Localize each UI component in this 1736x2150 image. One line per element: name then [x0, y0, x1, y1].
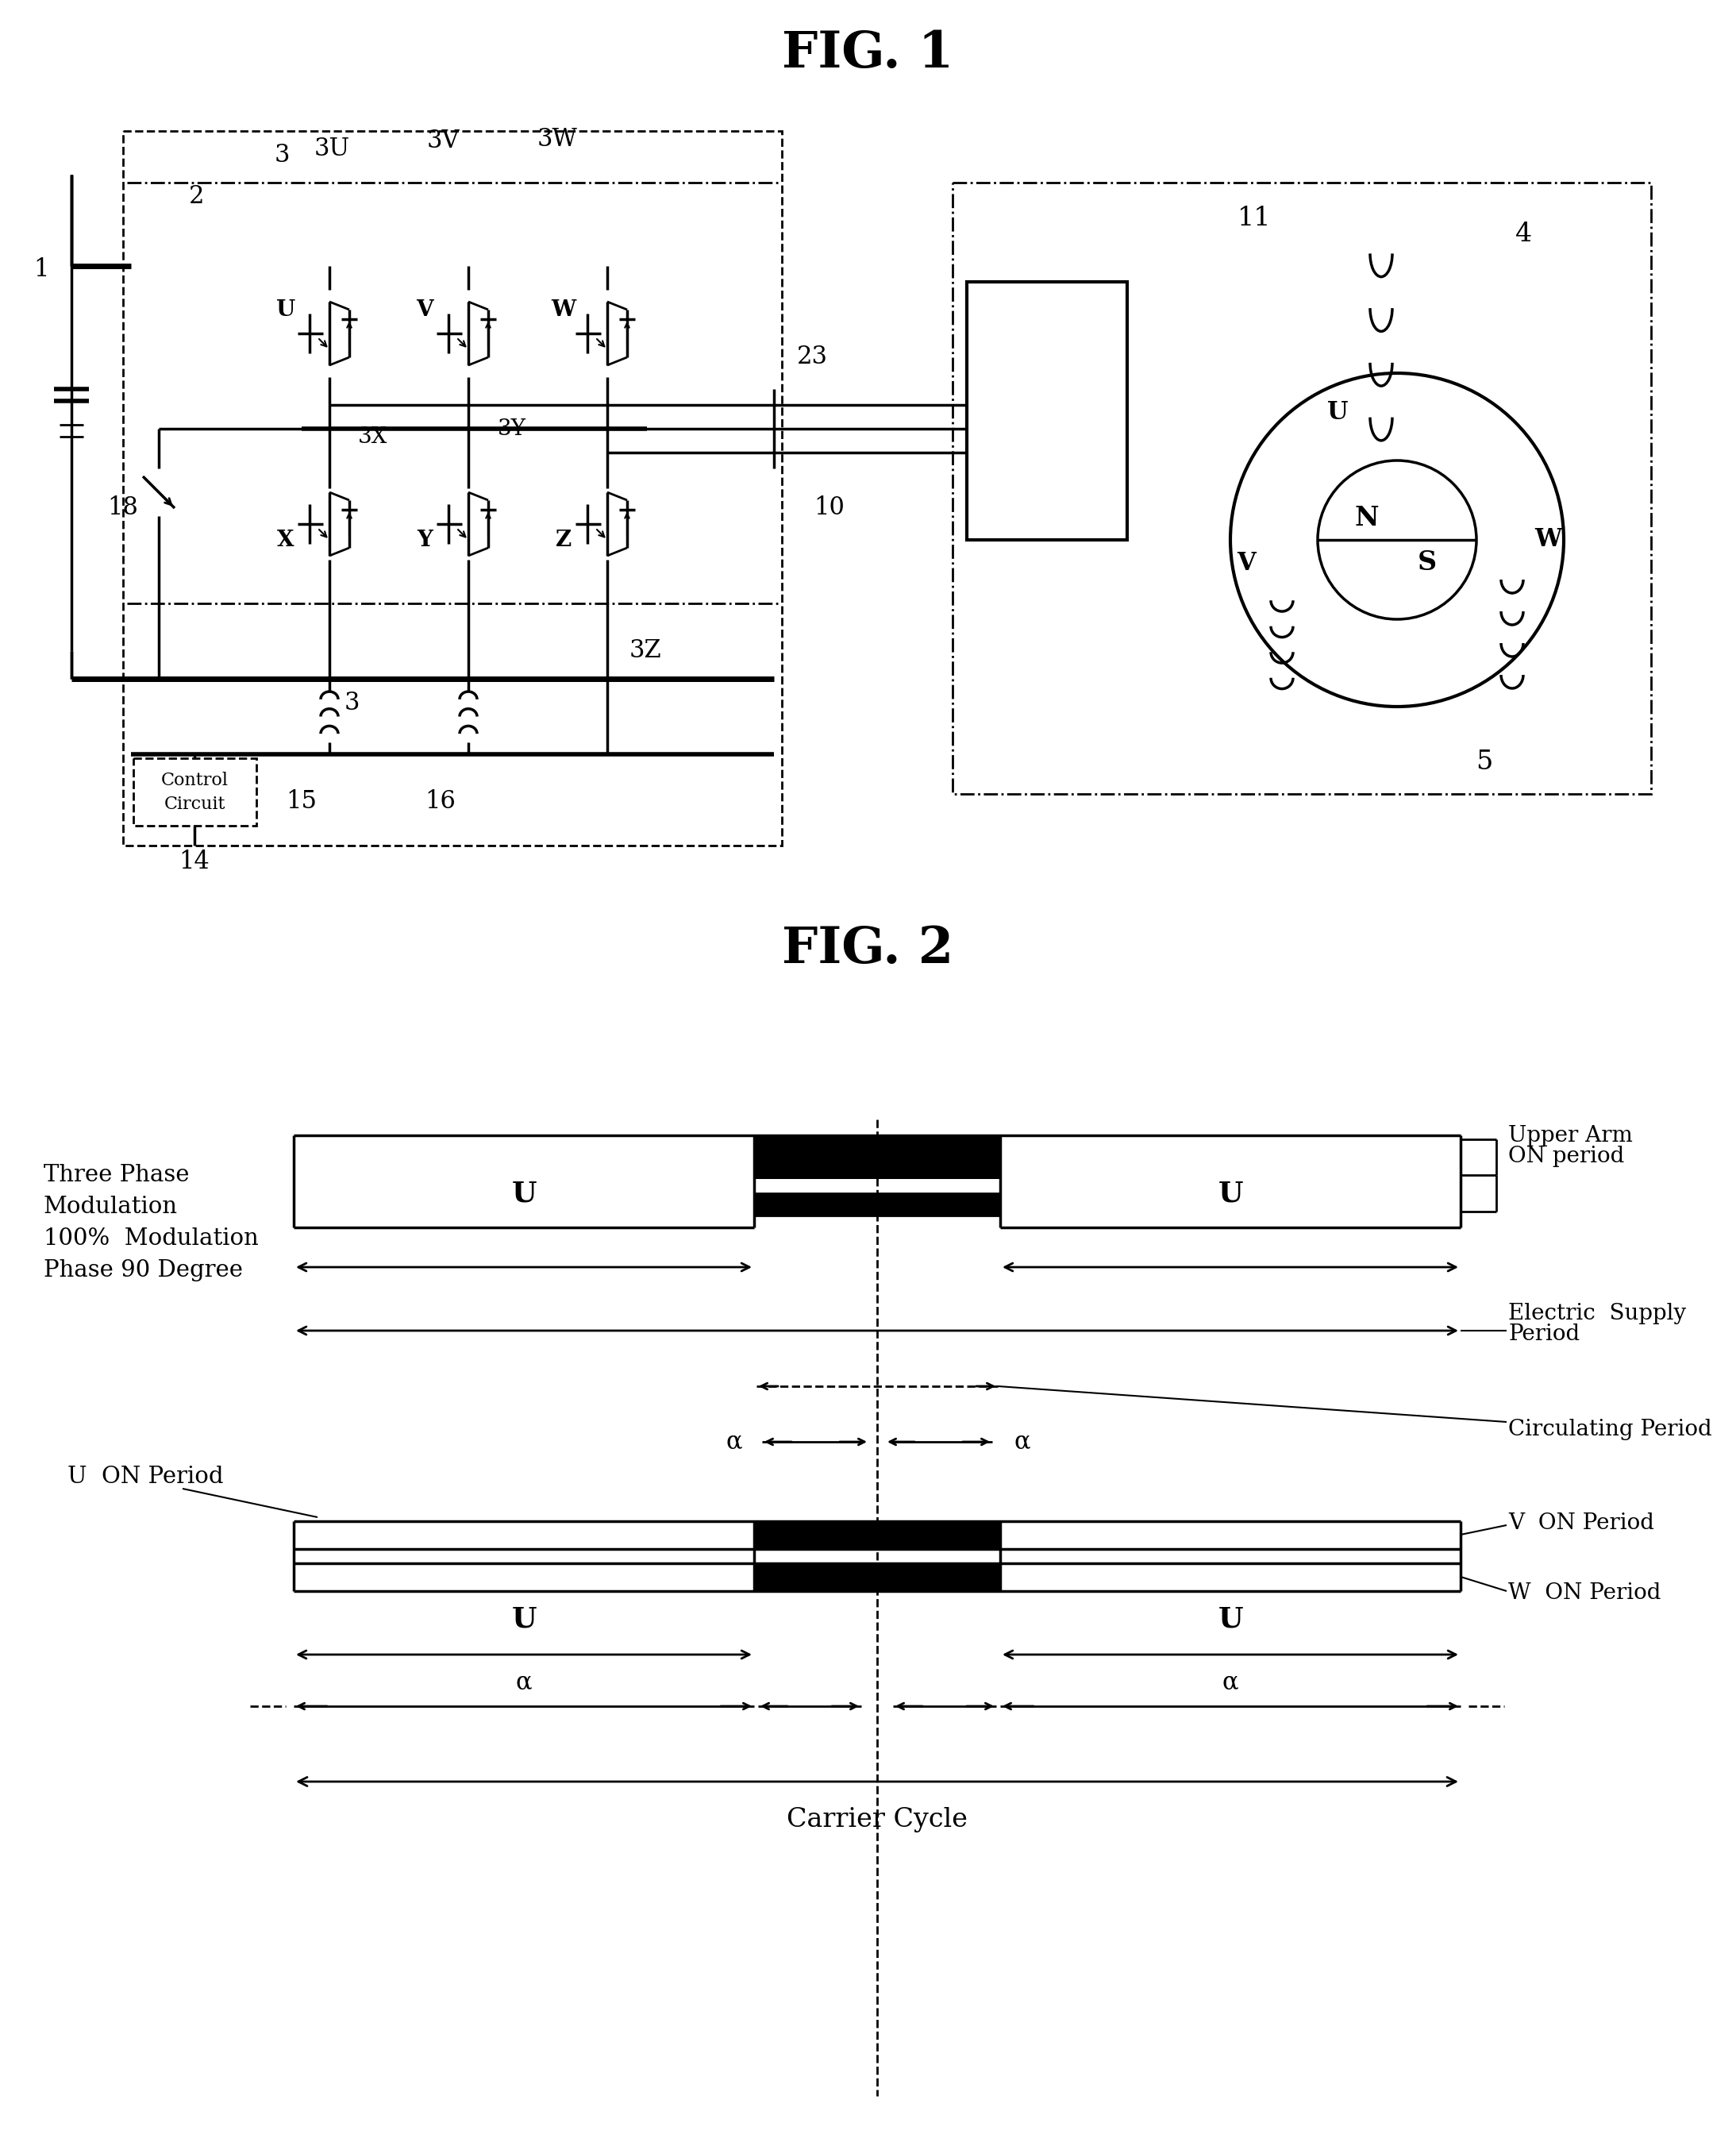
- Text: α: α: [726, 1430, 743, 1453]
- Text: 3: 3: [344, 690, 359, 716]
- Text: 2: 2: [189, 185, 205, 209]
- Bar: [753, 1522, 1000, 1548]
- Text: Three Phase: Three Phase: [43, 1163, 189, 1187]
- Text: 100%  Modulation: 100% Modulation: [43, 1228, 259, 1249]
- Text: α: α: [1222, 1671, 1238, 1694]
- Bar: [753, 1178, 1000, 1193]
- Text: Control: Control: [161, 772, 227, 789]
- Bar: [753, 1563, 1000, 1591]
- Text: Modulation: Modulation: [43, 1195, 177, 1217]
- Bar: [967, 282, 1127, 540]
- Text: W: W: [552, 299, 576, 320]
- Text: S: S: [1418, 548, 1437, 576]
- Text: 3Z: 3Z: [628, 639, 661, 664]
- Text: 5: 5: [1476, 750, 1493, 774]
- Text: Circuit: Circuit: [163, 796, 226, 813]
- Text: U: U: [1326, 400, 1349, 426]
- Text: W: W: [1535, 527, 1561, 553]
- Text: 10: 10: [814, 497, 845, 520]
- Text: U: U: [512, 1180, 536, 1206]
- Text: Electric  Supply: Electric Supply: [1509, 1303, 1686, 1324]
- Text: 16: 16: [425, 789, 457, 815]
- Bar: [753, 1135, 1000, 1178]
- Text: 3W: 3W: [536, 127, 578, 150]
- Bar: [753, 1193, 1000, 1215]
- Text: U: U: [512, 1606, 536, 1632]
- Text: V: V: [417, 299, 434, 320]
- Text: V: V: [1236, 550, 1255, 576]
- Text: 11: 11: [1238, 206, 1271, 230]
- Text: Z: Z: [556, 529, 571, 550]
- Bar: [123, 131, 781, 845]
- Bar: [953, 183, 1651, 793]
- Text: Carrier Cycle: Carrier Cycle: [786, 1806, 967, 1832]
- Text: ON period: ON period: [1509, 1146, 1625, 1167]
- Text: Phase 90 Degree: Phase 90 Degree: [43, 1260, 243, 1281]
- Text: Circulating Period: Circulating Period: [1509, 1419, 1712, 1440]
- Text: Period: Period: [1509, 1324, 1580, 1346]
- Text: 15: 15: [286, 789, 318, 815]
- Text: FIG. 2: FIG. 2: [781, 925, 953, 974]
- Text: 1: 1: [33, 258, 49, 282]
- Text: 3: 3: [274, 142, 290, 168]
- Text: U: U: [1219, 1180, 1243, 1206]
- Text: U  ON Period: U ON Period: [68, 1466, 224, 1488]
- Text: 3V: 3V: [427, 129, 460, 153]
- Text: 3X: 3X: [358, 426, 387, 447]
- Text: X: X: [278, 529, 295, 550]
- Text: U: U: [276, 299, 295, 320]
- Bar: [134, 759, 257, 826]
- Bar: [753, 1548, 1000, 1563]
- Text: 3U: 3U: [314, 138, 349, 161]
- Text: 14: 14: [179, 849, 210, 873]
- Text: Y: Y: [417, 529, 432, 550]
- Text: α: α: [1014, 1430, 1031, 1453]
- Text: U: U: [1219, 1606, 1243, 1632]
- Text: 4: 4: [1516, 221, 1533, 247]
- Text: 3Y: 3Y: [498, 417, 526, 439]
- Text: FIG. 1: FIG. 1: [781, 30, 953, 77]
- Text: Upper Arm: Upper Arm: [1509, 1124, 1634, 1146]
- Text: N: N: [1354, 505, 1378, 531]
- Text: α: α: [516, 1671, 531, 1694]
- Text: 23: 23: [797, 344, 828, 370]
- Text: W  ON Period: W ON Period: [1509, 1582, 1661, 1604]
- Text: 18: 18: [108, 497, 139, 520]
- Text: V  ON Period: V ON Period: [1509, 1511, 1654, 1533]
